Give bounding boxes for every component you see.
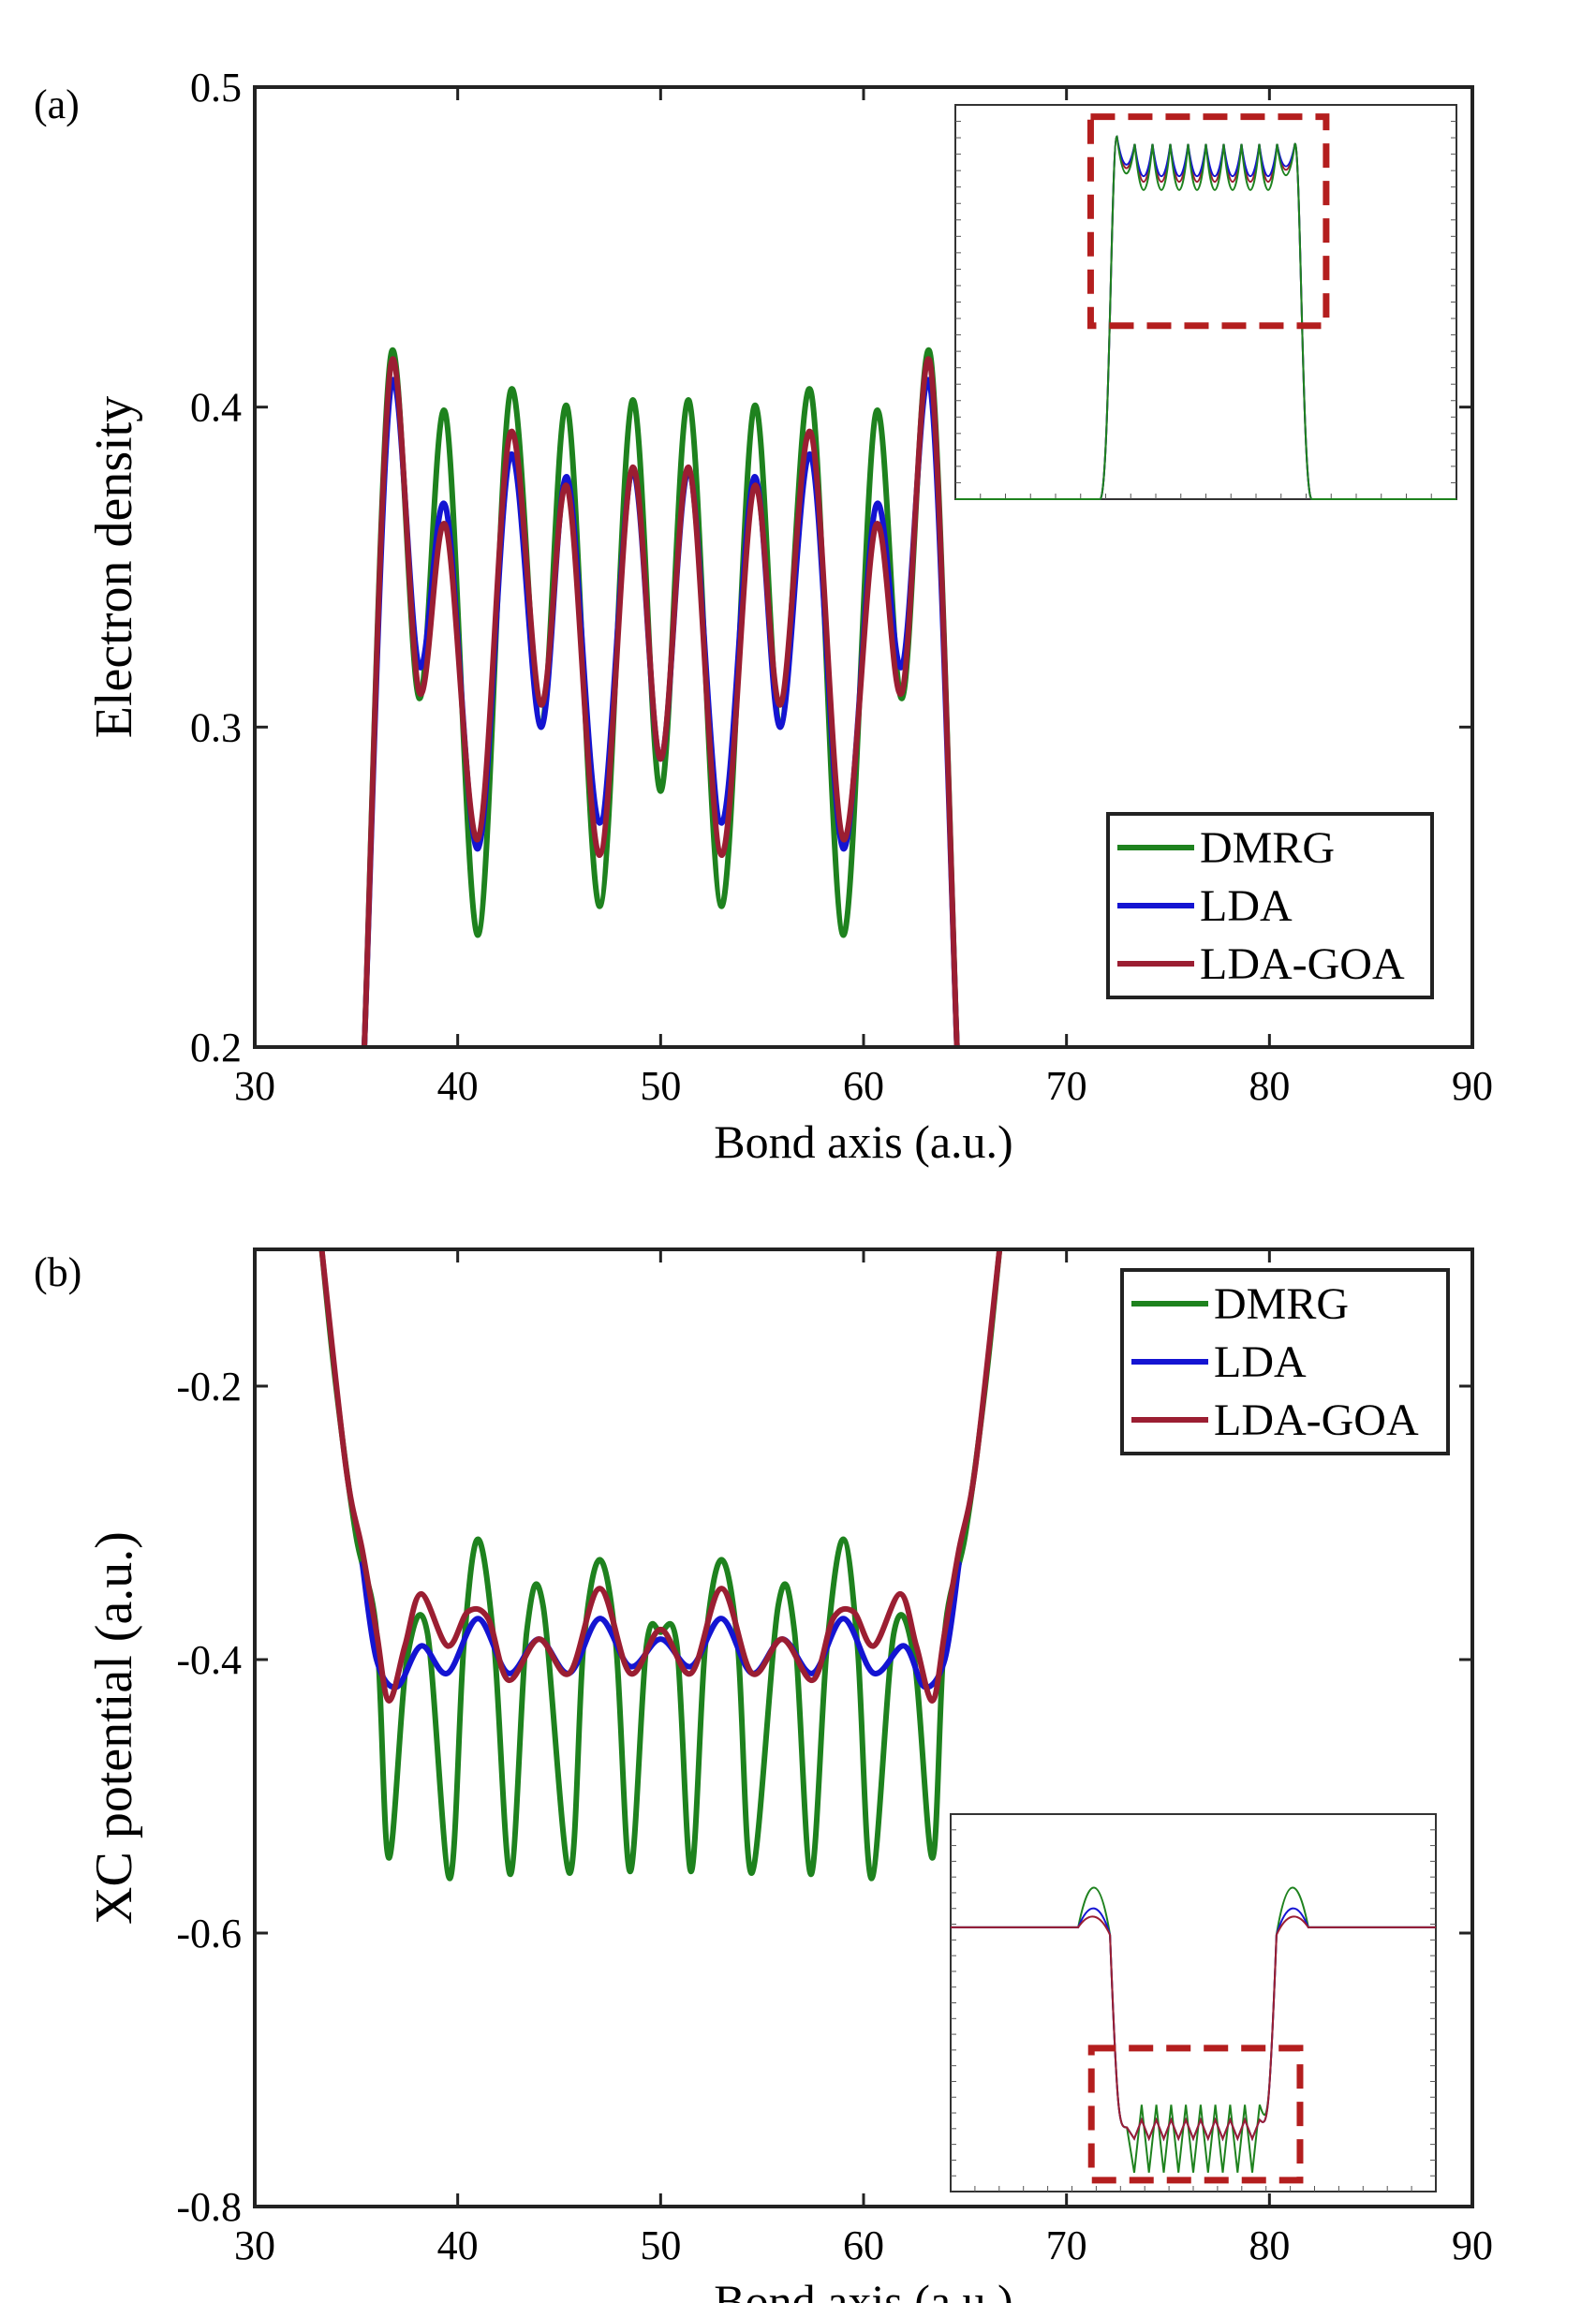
y-axis-label: Electron density bbox=[85, 396, 143, 738]
y-tick-label: 0.2 bbox=[190, 1025, 242, 1070]
series-group bbox=[318, 1249, 1003, 1882]
x-tick-label: 40 bbox=[437, 1063, 479, 1109]
inset-line-lda-goa bbox=[951, 1915, 1436, 2142]
x-tick-label: 90 bbox=[1452, 1063, 1493, 1109]
inset-line-dmrg bbox=[955, 135, 1456, 500]
chart-panel-b: 30 40 50 60 70 80 90 -0.2 -0.4 -0.6 -0.8 Bond axis … bbox=[34, 1247, 1493, 2303]
panel-label: (a) bbox=[34, 81, 80, 127]
y-tick-label: 0.4 bbox=[190, 385, 242, 431]
legend-label: LDA bbox=[1200, 881, 1293, 931]
legend-label: LDA bbox=[1214, 1337, 1307, 1387]
x-tick-label: 50 bbox=[640, 1063, 681, 1109]
inset-frame bbox=[954, 104, 1457, 500]
x-tick-label: 60 bbox=[843, 1063, 884, 1109]
legend: DMRG LDA LDA-GOA bbox=[1106, 812, 1434, 999]
inset-highlight-box bbox=[1087, 2045, 1304, 2184]
x-axis-label: Bond axis (a.u.) bbox=[714, 1115, 1012, 1168]
legend-box bbox=[1106, 812, 1434, 999]
legend-label: LDA-GOA bbox=[1200, 939, 1405, 989]
x-tick-label: 80 bbox=[1249, 2222, 1290, 2268]
legend-label: LDA-GOA bbox=[1214, 1395, 1419, 1445]
series-group bbox=[362, 347, 960, 1047]
inset-highlight-box bbox=[1086, 113, 1330, 330]
x-tick-label: 90 bbox=[1452, 2222, 1493, 2268]
series-line-dmrg bbox=[318, 1249, 1003, 1882]
x-tick-label: 60 bbox=[843, 2222, 884, 2268]
inset-plot bbox=[954, 104, 1457, 500]
y-tick-label: -0.2 bbox=[176, 1364, 242, 1410]
x-tick-label: 30 bbox=[234, 1063, 275, 1109]
x-axis-label: Bond axis (a.u.) bbox=[714, 2275, 1012, 2303]
x-tick-label: 50 bbox=[640, 2222, 681, 2268]
x-tick-label: 30 bbox=[234, 2222, 275, 2268]
y-axis-label: XC potential (a.u.) bbox=[85, 1531, 143, 1925]
y-tick-label: -0.4 bbox=[176, 1637, 242, 1683]
series-line-lda bbox=[359, 1560, 962, 1690]
chart-panel-a: 30 40 50 60 70 80 90 0.2 0.3 0.4 0.5 Bond axis (a.u… bbox=[34, 65, 1493, 1168]
x-tick-label: 70 bbox=[1046, 1063, 1087, 1109]
y-tick-label: 0.5 bbox=[190, 65, 242, 111]
x-tick-label: 40 bbox=[437, 2222, 479, 2268]
series-line-lda-goa bbox=[318, 1249, 1003, 1704]
inset-frame bbox=[950, 1813, 1437, 2192]
y-tick-label: -0.6 bbox=[176, 1911, 242, 1956]
y-tick-label: 0.3 bbox=[190, 704, 242, 750]
x-tick-label: 80 bbox=[1249, 1063, 1290, 1109]
legend: DMRG LDA LDA-GOA bbox=[1120, 1268, 1450, 1455]
legend-label: DMRG bbox=[1200, 823, 1335, 873]
series-line-lda-goa bbox=[362, 356, 960, 1047]
x-tick-label: 70 bbox=[1046, 2222, 1087, 2268]
legend-label: DMRG bbox=[1214, 1279, 1349, 1329]
y-tick-label: -0.8 bbox=[176, 2184, 242, 2230]
series-line-dmrg bbox=[362, 347, 960, 1047]
panel-label: (b) bbox=[34, 1249, 81, 1295]
inset-plot bbox=[950, 1813, 1437, 2192]
